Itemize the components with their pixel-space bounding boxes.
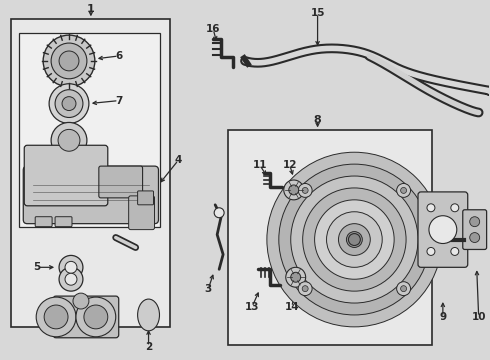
Circle shape: [427, 204, 435, 212]
Circle shape: [396, 282, 411, 296]
Ellipse shape: [138, 299, 159, 331]
Circle shape: [401, 188, 407, 193]
FancyBboxPatch shape: [55, 217, 72, 227]
Circle shape: [396, 184, 411, 197]
Circle shape: [470, 233, 480, 243]
Text: 13: 13: [245, 302, 259, 312]
Circle shape: [51, 43, 87, 79]
Circle shape: [59, 255, 83, 279]
Circle shape: [65, 273, 77, 285]
Circle shape: [214, 208, 224, 218]
Circle shape: [43, 35, 95, 87]
Circle shape: [298, 282, 312, 296]
Circle shape: [76, 297, 116, 337]
Text: 4: 4: [175, 155, 182, 165]
Text: 6: 6: [115, 51, 122, 61]
Circle shape: [62, 96, 76, 111]
Circle shape: [451, 247, 459, 255]
Circle shape: [470, 217, 480, 227]
Circle shape: [302, 286, 308, 292]
Circle shape: [284, 180, 304, 200]
Circle shape: [348, 234, 360, 246]
Circle shape: [44, 305, 68, 329]
FancyBboxPatch shape: [99, 166, 143, 198]
Circle shape: [429, 216, 457, 243]
Circle shape: [279, 164, 430, 315]
Text: 5: 5: [33, 262, 41, 272]
Text: 1: 1: [87, 4, 95, 14]
Circle shape: [58, 129, 80, 151]
FancyBboxPatch shape: [129, 196, 154, 230]
Circle shape: [427, 247, 435, 255]
Circle shape: [267, 152, 442, 327]
Text: 12: 12: [283, 160, 297, 170]
Text: 2: 2: [145, 342, 152, 352]
Circle shape: [451, 204, 459, 212]
Text: 16: 16: [206, 24, 220, 34]
Text: 3: 3: [205, 284, 212, 294]
FancyBboxPatch shape: [23, 166, 158, 224]
Text: 7: 7: [115, 96, 122, 105]
Text: 8: 8: [314, 116, 321, 126]
Circle shape: [291, 176, 418, 303]
FancyBboxPatch shape: [53, 296, 119, 338]
Circle shape: [315, 200, 394, 279]
FancyBboxPatch shape: [228, 130, 432, 345]
Text: 9: 9: [440, 312, 446, 322]
Text: 11: 11: [253, 160, 267, 170]
Circle shape: [401, 286, 407, 292]
Circle shape: [73, 293, 89, 309]
Circle shape: [65, 261, 77, 273]
FancyBboxPatch shape: [138, 191, 153, 205]
Circle shape: [59, 267, 83, 291]
FancyBboxPatch shape: [24, 145, 108, 206]
FancyBboxPatch shape: [35, 217, 52, 227]
FancyBboxPatch shape: [11, 19, 171, 327]
Circle shape: [302, 188, 308, 193]
Circle shape: [286, 267, 306, 287]
Circle shape: [326, 212, 382, 267]
Circle shape: [84, 305, 108, 329]
Circle shape: [55, 90, 83, 117]
FancyBboxPatch shape: [19, 33, 161, 227]
Circle shape: [291, 272, 301, 282]
FancyBboxPatch shape: [463, 210, 487, 249]
Circle shape: [339, 224, 370, 255]
Circle shape: [36, 297, 76, 337]
Text: 15: 15: [310, 8, 325, 18]
Text: 10: 10: [471, 312, 486, 322]
FancyBboxPatch shape: [418, 192, 468, 267]
Circle shape: [346, 231, 362, 247]
Circle shape: [59, 51, 79, 71]
Circle shape: [303, 188, 406, 291]
Circle shape: [51, 122, 87, 158]
Circle shape: [49, 84, 89, 123]
Text: 14: 14: [284, 302, 299, 312]
Circle shape: [289, 185, 299, 195]
Circle shape: [298, 184, 312, 197]
